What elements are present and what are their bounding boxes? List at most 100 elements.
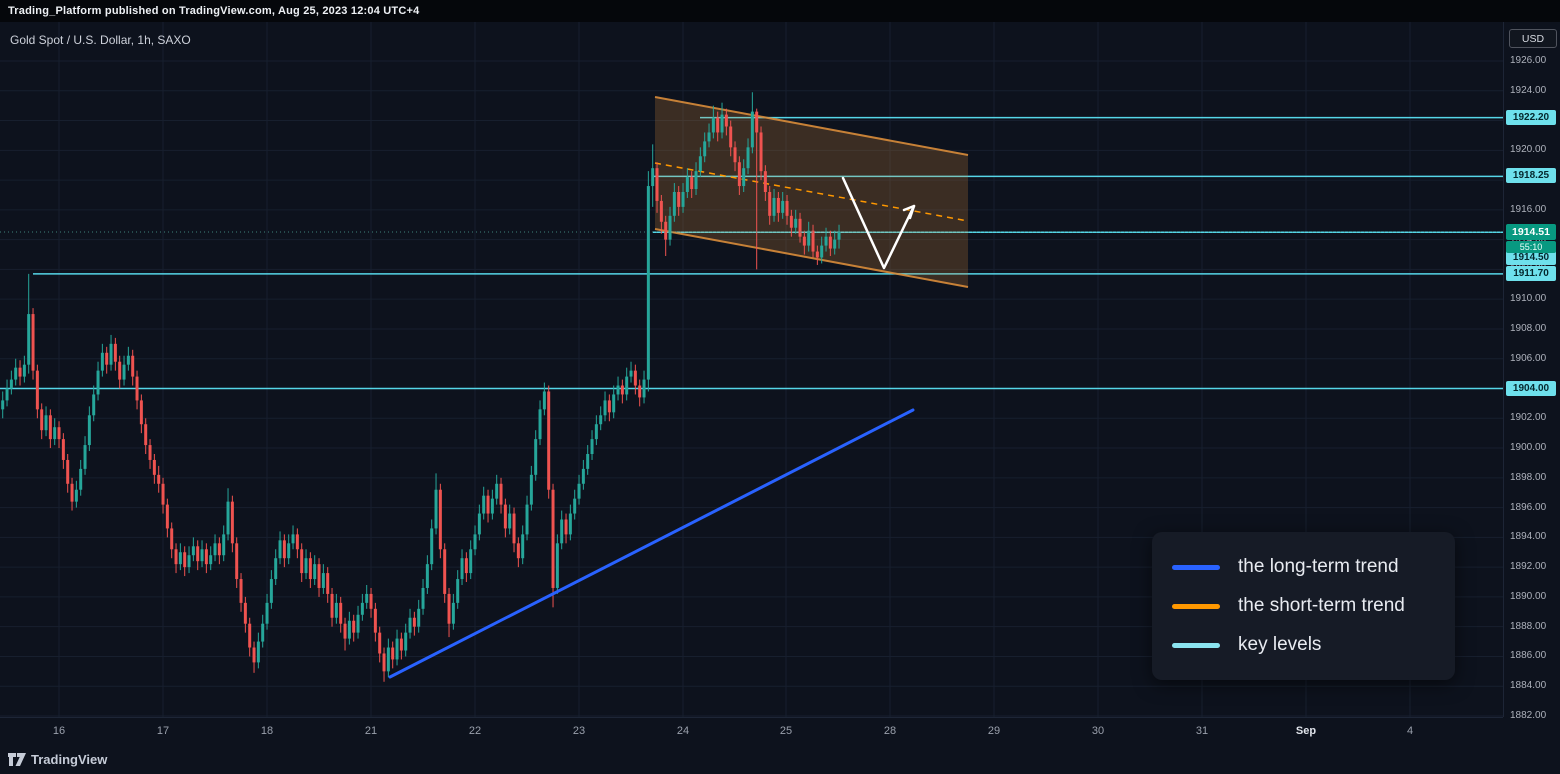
- candle-body: [438, 489, 442, 550]
- price-axis-label: 1906.00: [1510, 352, 1547, 364]
- legend-item-key-levels: key levels: [1172, 634, 1455, 656]
- time-axis-label: 22: [468, 725, 482, 737]
- projection-arrow[interactable]: [841, 176, 916, 270]
- candle-body: [131, 355, 135, 377]
- candle-body: [243, 602, 247, 624]
- candle-body: [460, 558, 464, 580]
- time-axis-label: 30: [1091, 725, 1105, 737]
- candle-body: [655, 168, 659, 201]
- time-axis[interactable]: 16 17 18 21 22 23 24 25 28 29 30 31 Sep 4: [0, 717, 1503, 745]
- candle-body: [79, 468, 83, 490]
- candle-body: [629, 370, 633, 377]
- legend-swatch-long-term-trend: [1172, 564, 1220, 570]
- candle-body: [70, 483, 74, 502]
- candle-body: [776, 197, 780, 213]
- candle-body: [755, 111, 759, 133]
- candle-body: [594, 424, 598, 440]
- tradingview-logo-icon[interactable]: [8, 752, 26, 766]
- candle-body: [646, 186, 650, 380]
- candle-body: [408, 617, 412, 633]
- candle-body: [200, 549, 204, 562]
- candle-body: [434, 489, 438, 529]
- chart-canvas[interactable]: [0, 22, 1503, 717]
- candle-body: [785, 200, 789, 216]
- candle-body: [183, 552, 187, 568]
- candle-body: [40, 409, 44, 431]
- candle-body: [620, 385, 624, 395]
- price-axis-label: 1910.00: [1510, 293, 1547, 305]
- candle-body: [274, 558, 278, 580]
- candle-body: [417, 608, 421, 627]
- price-axis-label: 1926.00: [1510, 55, 1547, 66]
- candle-body: [369, 593, 373, 609]
- candle-body: [716, 117, 720, 133]
- candle-body: [581, 468, 585, 484]
- candle-body: [815, 251, 819, 258]
- long-term-trendline[interactable]: [388, 408, 915, 679]
- candle-body: [659, 200, 663, 222]
- candle-body: [768, 192, 772, 216]
- price-axis-label: 1916.00: [1510, 203, 1547, 215]
- channel-midline[interactable]: [654, 162, 969, 222]
- channel-top-edge[interactable]: [654, 96, 969, 156]
- candle-body: [373, 608, 377, 633]
- candle-body: [525, 504, 529, 535]
- legend-label-key-levels: key levels: [1238, 634, 1322, 655]
- tradingview-brand[interactable]: TradingView: [31, 751, 108, 767]
- candle-body: [291, 534, 295, 544]
- channel-bottom-edge[interactable]: [654, 228, 969, 288]
- legend-item-long-term-trend: the long-term trend: [1172, 556, 1455, 578]
- candle-body: [14, 367, 18, 380]
- candle-body: [703, 141, 707, 157]
- candle-body: [304, 558, 308, 574]
- candle-body: [35, 370, 39, 410]
- time-axis-label: 23: [572, 725, 586, 737]
- candle-body: [235, 543, 239, 580]
- candle-body: [282, 540, 286, 559]
- candle-body: [330, 593, 334, 618]
- currency-button[interactable]: USD: [1509, 29, 1557, 48]
- candle-body: [798, 218, 802, 237]
- price-axis-label: 1892.00: [1510, 561, 1547, 573]
- candle-body: [148, 445, 152, 460]
- candle-body: [144, 424, 148, 446]
- candle-body: [382, 653, 386, 672]
- candle-body: [495, 483, 499, 499]
- candle-body: [100, 352, 104, 371]
- candle-body: [828, 236, 832, 249]
- candle-body: [105, 352, 109, 365]
- candle-body: [560, 519, 564, 544]
- legend-box[interactable]: the long-term trend the short-term trend…: [1152, 532, 1455, 680]
- price-axis-label: 1884.00: [1510, 680, 1547, 692]
- candle-body: [490, 498, 494, 514]
- candle-body: [447, 593, 451, 624]
- candle-body: [789, 215, 793, 228]
- candle-body: [265, 602, 269, 624]
- candle-body: [178, 552, 182, 565]
- candle-body: [252, 647, 256, 663]
- candle-body: [707, 132, 711, 142]
- candle-body: [681, 192, 685, 207]
- candle-body: [694, 171, 698, 190]
- bar-countdown-label: 55:10: [1506, 241, 1556, 254]
- candle-body: [668, 215, 672, 240]
- candle-body: [486, 495, 490, 514]
- price-axis-label: 1902.00: [1510, 412, 1547, 424]
- candle-body: [386, 647, 390, 672]
- candle-body: [833, 239, 837, 249]
- candle-body: [378, 632, 382, 654]
- candle-body: [469, 549, 473, 574]
- candle-body: [295, 534, 299, 550]
- candle-body: [664, 221, 668, 240]
- candle-body: [482, 495, 486, 514]
- price-axis[interactable]: USD 1926.001924.001922.001920.001918.001…: [1503, 22, 1560, 721]
- candle-body: [603, 400, 607, 416]
- candle-body: [196, 546, 200, 562]
- candle-body: [165, 504, 169, 529]
- candle-body: [763, 171, 767, 192]
- candle-body: [564, 519, 568, 535]
- projection-arrow-head[interactable]: [902, 204, 916, 220]
- candle-body: [529, 474, 533, 505]
- time-axis-label: 21: [364, 725, 378, 737]
